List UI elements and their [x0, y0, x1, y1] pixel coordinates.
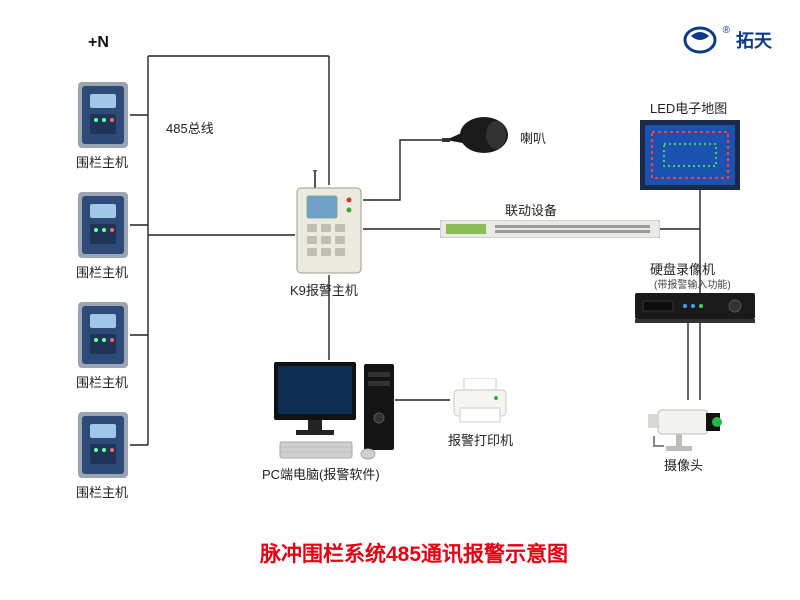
- led-map: [640, 120, 740, 190]
- camera-label: 摄像头: [664, 455, 703, 474]
- fence-host-3-label: 围栏主机: [76, 372, 128, 391]
- fence-host-4-label: 围栏主机: [76, 482, 128, 501]
- brand-logo: ® 拓天: [683, 26, 772, 54]
- fence-host-4: [76, 410, 130, 480]
- pc-icon: [268, 358, 398, 462]
- linkage-device: [440, 220, 660, 238]
- plus-n-label: +N: [88, 34, 109, 52]
- diagram-title: 脉冲围栏系统485通讯报警示意图: [260, 538, 568, 568]
- camera-icon: [648, 400, 728, 452]
- k9-host-label: K9报警主机: [290, 280, 358, 299]
- dvr: [635, 293, 755, 323]
- linkage-label: 联动设备: [505, 200, 557, 219]
- logo-icon: [683, 26, 717, 54]
- speaker-icon: [440, 110, 510, 160]
- brand-name: 拓天: [736, 27, 772, 53]
- bus-485-label: 485总线: [166, 118, 214, 137]
- k9-alarm-host: [295, 170, 363, 275]
- fence-host-3: [76, 300, 130, 370]
- fence-host-1-label: 围栏主机: [76, 152, 128, 171]
- speaker-label: 喇叭: [520, 128, 546, 147]
- fence-host-1: [76, 80, 130, 150]
- fence-host-2-label: 围栏主机: [76, 262, 128, 281]
- printer-label: 报警打印机: [448, 430, 513, 449]
- dvr-sublabel: (带报警输入功能): [654, 276, 731, 291]
- pc-label: PC端电脑(报警软件): [262, 464, 380, 483]
- fence-host-2: [76, 190, 130, 260]
- led-map-label: LED电子地图: [650, 98, 727, 117]
- registered-mark: ®: [723, 25, 730, 36]
- printer-icon: [450, 378, 510, 426]
